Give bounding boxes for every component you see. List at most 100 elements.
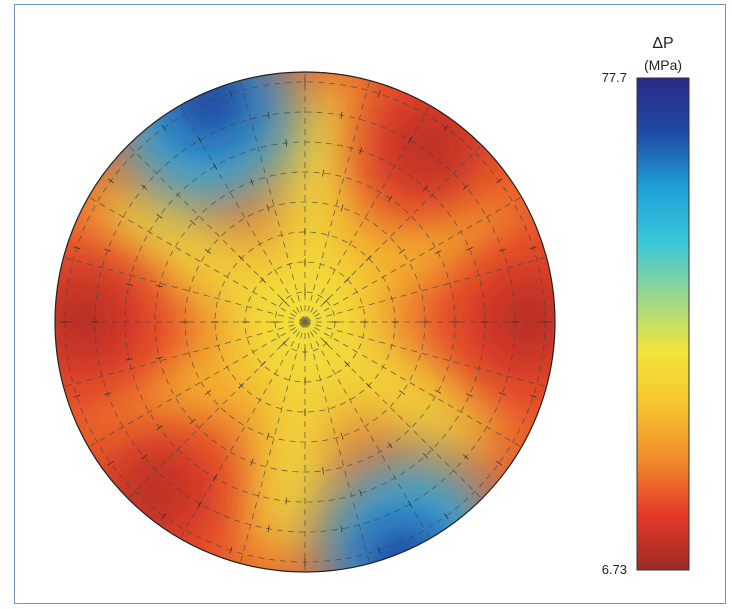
grid-spoke <box>304 80 371 323</box>
vector-tick <box>377 546 381 554</box>
vector-tick <box>462 184 469 190</box>
vector-tick <box>377 90 381 98</box>
vector-tick <box>161 124 167 131</box>
disc-outline <box>54 71 556 573</box>
arm-upper-right <box>349 183 511 297</box>
vector-tick <box>285 497 287 505</box>
vector-ticks <box>61 78 549 566</box>
vector-tick <box>323 298 329 304</box>
vector-tick <box>161 513 167 520</box>
vector-tick <box>466 246 473 251</box>
grid-spoke <box>179 105 306 323</box>
arm-bottom <box>239 351 341 569</box>
vector-tick <box>73 246 81 250</box>
vector-tick <box>107 178 114 184</box>
grid-spoke <box>179 321 306 539</box>
grid-spoke <box>304 321 522 448</box>
vector-tick <box>238 382 245 389</box>
grid-spoke <box>127 321 306 500</box>
vector-tick <box>422 185 429 192</box>
grid-spoke <box>304 256 547 323</box>
pressure-disc <box>55 72 555 572</box>
vector-tick <box>125 283 133 286</box>
vector-tick <box>498 392 506 396</box>
vector-tick <box>322 169 324 177</box>
vector-tick <box>496 178 503 184</box>
vector-tick <box>266 432 270 440</box>
grid-spoke <box>239 321 306 564</box>
grid-spoke <box>304 105 431 323</box>
vector-tick <box>323 340 329 346</box>
vector-tick <box>443 124 449 131</box>
vector-tick <box>267 525 270 533</box>
grid-spoke <box>304 196 522 323</box>
vector-tick <box>365 255 372 262</box>
vector-tick <box>344 276 351 283</box>
vector-tick <box>197 500 203 508</box>
vector-tick <box>399 249 406 254</box>
vector-tick <box>141 454 148 460</box>
grid-spoke <box>63 321 306 388</box>
vector-tick <box>340 525 343 533</box>
vector-tick <box>155 284 163 288</box>
arm-lower-right <box>297 320 503 460</box>
vector-tick <box>340 432 344 440</box>
grid-spoke <box>127 144 306 323</box>
colorbar <box>636 77 690 571</box>
vector-tick <box>285 139 287 147</box>
vector-tick <box>443 513 449 520</box>
vector-tick <box>359 489 363 497</box>
vector-tick <box>434 389 442 394</box>
colorbar-symbol: ΔP <box>652 35 673 52</box>
vector-tick <box>250 178 254 186</box>
colorbar-max-label: 77.7 <box>602 70 627 85</box>
vector-tick <box>229 546 233 554</box>
vector-tick <box>322 467 324 475</box>
vector-tick <box>422 452 429 459</box>
vector-tick <box>229 90 233 98</box>
vector-tick <box>104 248 112 252</box>
vector-tick <box>399 390 406 395</box>
vector-tick <box>259 361 266 368</box>
vector-tick <box>104 392 112 396</box>
maximum-bottom-right-mid <box>355 510 455 572</box>
vector-tick <box>281 340 287 346</box>
vector-tick <box>267 111 270 119</box>
vector-tick <box>197 136 203 144</box>
maximum-bottom-right-core <box>375 542 431 572</box>
grid-spoke <box>88 321 306 448</box>
grid-spoke <box>239 80 306 323</box>
vector-tick <box>189 418 196 425</box>
vector-tick <box>434 250 442 255</box>
minimum-right <box>492 282 555 358</box>
vector-tick <box>407 136 413 144</box>
vector-tick <box>212 162 218 170</box>
vector-tick <box>340 204 344 212</box>
vector-tick <box>359 147 363 155</box>
vector-tick <box>387 442 393 449</box>
grid-spoke <box>304 321 371 564</box>
grid-spoke <box>304 144 483 323</box>
grid-spoke <box>304 321 431 539</box>
vector-tick <box>189 219 196 226</box>
vector-tick <box>407 500 413 508</box>
vector-tick <box>204 390 211 395</box>
vector-tick <box>155 356 163 360</box>
vector-tick <box>238 255 245 262</box>
vector-tick <box>156 213 163 219</box>
grid-spoke <box>63 256 306 323</box>
vector-tick <box>529 246 537 250</box>
vector-tick <box>204 249 211 254</box>
vector-tick <box>73 394 81 398</box>
colorbar-min-label: 6.73 <box>602 562 627 577</box>
vector-tick <box>466 393 473 398</box>
minimum-left <box>55 282 120 358</box>
minimum-bottom-left <box>120 457 190 527</box>
grid-spoke <box>304 321 547 388</box>
vector-tick <box>107 460 114 466</box>
vector-tick <box>344 361 351 368</box>
vector-tick <box>387 195 393 202</box>
vector-tick <box>125 358 133 361</box>
vector-tick <box>250 458 254 466</box>
